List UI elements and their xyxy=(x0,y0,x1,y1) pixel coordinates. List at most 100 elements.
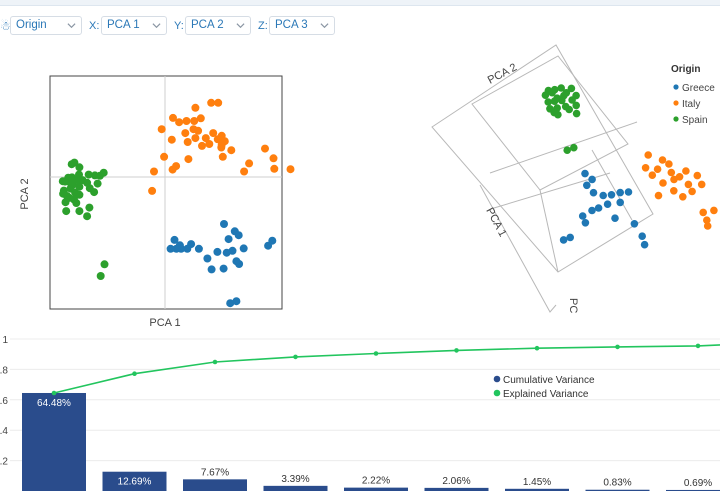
variance-bar-label-8: 0.83% xyxy=(603,478,631,489)
variance-bar-label-3: 7.67% xyxy=(201,467,229,478)
x-axis-value: PCA 1 xyxy=(107,19,140,31)
point-3d-greece-7 xyxy=(624,188,633,196)
point-3d-greece-15 xyxy=(630,220,639,228)
point-3d-greece-17 xyxy=(640,240,649,249)
chevron-down-icon xyxy=(152,23,161,29)
color-by-select[interactable]: Origin xyxy=(10,16,82,35)
point-3d-greece-19 xyxy=(559,236,568,244)
legend-label-explained: Explained Variance xyxy=(503,389,589,400)
point-2d-italy-27 xyxy=(160,152,169,161)
point-3d-italy-9 xyxy=(684,180,693,189)
pca-3d-scatter-chart[interactable]: PCA 2 PCA 1 PC Origin Greece Italy Spain xyxy=(420,40,720,320)
point-2d-italy-23 xyxy=(183,138,192,146)
explained-variance-path xyxy=(53,344,720,394)
y-axis-value: PCA 2 xyxy=(191,19,224,31)
chevron-down-icon xyxy=(320,23,329,29)
point-2d-spain-11 xyxy=(75,182,84,191)
point-2d-spain-2 xyxy=(75,163,84,172)
point-2d-italy-25 xyxy=(184,155,193,164)
legend-label-italy: Italy xyxy=(682,99,700,110)
point-2d-italy-6 xyxy=(182,117,191,125)
z-axis-select[interactable]: PCA 3 xyxy=(269,16,335,35)
point-3d-spain-23 xyxy=(570,143,578,152)
variance-bar-label-1: 64.48% xyxy=(37,398,71,409)
variance-legend: Cumulative Variance Explained Variance xyxy=(493,375,595,400)
explained-variance-point-1 xyxy=(51,390,57,396)
point-3d-italy-0 xyxy=(644,151,652,159)
point-3d-greece-11 xyxy=(588,206,596,215)
point-3d-greece-10 xyxy=(594,204,603,212)
point-2d-greece-9 xyxy=(232,257,241,266)
point-3d-italy-19 xyxy=(710,206,718,215)
axis-toolbar: ☃ Origin X: PCA 1 Y: PCA 2 Z: PCA 3 xyxy=(0,14,720,38)
point-2d-italy-21 xyxy=(198,141,206,150)
point-3d-greece-16 xyxy=(638,232,646,240)
point-2d-italy-22 xyxy=(191,134,200,143)
explained-variance-point-3 xyxy=(212,359,218,365)
point-2d-spain-14 xyxy=(84,170,93,179)
point-3d-italy-1 xyxy=(658,156,667,164)
legend-label-greece: Greece xyxy=(682,83,715,94)
point-2d-italy-15 xyxy=(205,140,214,148)
point-2d-italy-7 xyxy=(169,113,177,122)
point-3d-greece-14 xyxy=(611,214,619,222)
point-3d-greece-13 xyxy=(581,219,590,227)
z-axis-label: Z: xyxy=(258,20,268,32)
point-3d-spain-14 xyxy=(562,89,571,97)
point-2d-spain-22 xyxy=(62,207,71,216)
point-3d-italy-3 xyxy=(653,165,662,173)
point-2d-italy-1 xyxy=(191,103,200,112)
point-2d-italy-4 xyxy=(196,114,205,123)
scatter-3d-box xyxy=(431,44,654,313)
point-2d-italy-29 xyxy=(261,144,269,153)
point-3d-spain-15 xyxy=(572,91,580,100)
point-2d-italy-11 xyxy=(194,126,203,135)
point-2d-greece-18 xyxy=(172,244,181,253)
point-3d-greece-4 xyxy=(599,191,607,200)
point-3d-italy-11 xyxy=(670,187,678,195)
x-axis-select[interactable]: PCA 1 xyxy=(101,16,167,35)
pca-2d-scatter-chart[interactable]: PCA 1 PCA 2 xyxy=(0,60,360,335)
point-2d-spain-33 xyxy=(73,176,82,185)
variance-bar-label-7: 1.45% xyxy=(523,477,551,488)
point-3d-spain-3 xyxy=(550,97,559,105)
point-3d-greece-3 xyxy=(589,188,598,197)
explained-variance-point-4 xyxy=(293,354,298,360)
point-3d-greece-5 xyxy=(607,191,616,199)
variance-bar-label-5: 2.22% xyxy=(362,476,390,487)
point-2d-italy-34 xyxy=(286,165,295,174)
point-2d-greece-13 xyxy=(194,244,203,253)
y-axis-label: Y: xyxy=(174,20,184,32)
y-tick-label: 0.6 xyxy=(0,396,8,407)
variance-bar-7 xyxy=(505,488,569,491)
point-3d-greece-8 xyxy=(616,198,624,207)
point-2d-spain-1 xyxy=(70,158,79,167)
point-2d-italy-37 xyxy=(217,140,226,149)
point-2d-spain-20 xyxy=(75,190,84,199)
point-3d-greece-9 xyxy=(603,200,612,208)
point-3d-italy-17 xyxy=(641,164,650,172)
point-3d-greece-6 xyxy=(616,188,624,197)
point-2d-spain-17 xyxy=(99,168,108,177)
top-border xyxy=(0,0,720,6)
point-3d-greece-18 xyxy=(566,233,574,242)
point-2d-greece-19 xyxy=(166,244,175,253)
variance-bar-2 xyxy=(102,471,167,491)
chevron-down-icon xyxy=(236,23,245,29)
chevron-down-icon xyxy=(67,23,76,29)
point-3d-spain-21 xyxy=(550,108,558,117)
point-2d-greece-24 xyxy=(232,297,241,306)
z-axis-value: PCA 3 xyxy=(275,19,308,31)
color-by-icon[interactable]: ☃ xyxy=(0,19,11,33)
point-2d-italy-14 xyxy=(201,134,210,143)
point-2d-italy-33 xyxy=(270,164,279,173)
point-3d-italy-20 xyxy=(703,216,711,224)
variance-chart[interactable]: 1 0.8 0.6 0.4 0.2 64.48% 12.69% 7.67% 3.39% 2.22… xyxy=(0,330,720,494)
y-axis-select[interactable]: PCA 2 xyxy=(185,16,251,35)
scatter-2d-plot-frame xyxy=(49,75,283,310)
point-2d-italy-5 xyxy=(190,117,199,125)
x-axis-label: X: xyxy=(89,20,100,32)
legend-marker-greece xyxy=(673,84,679,90)
legend-marker-spain xyxy=(673,116,679,122)
point-2d-spain-25 xyxy=(83,212,92,221)
